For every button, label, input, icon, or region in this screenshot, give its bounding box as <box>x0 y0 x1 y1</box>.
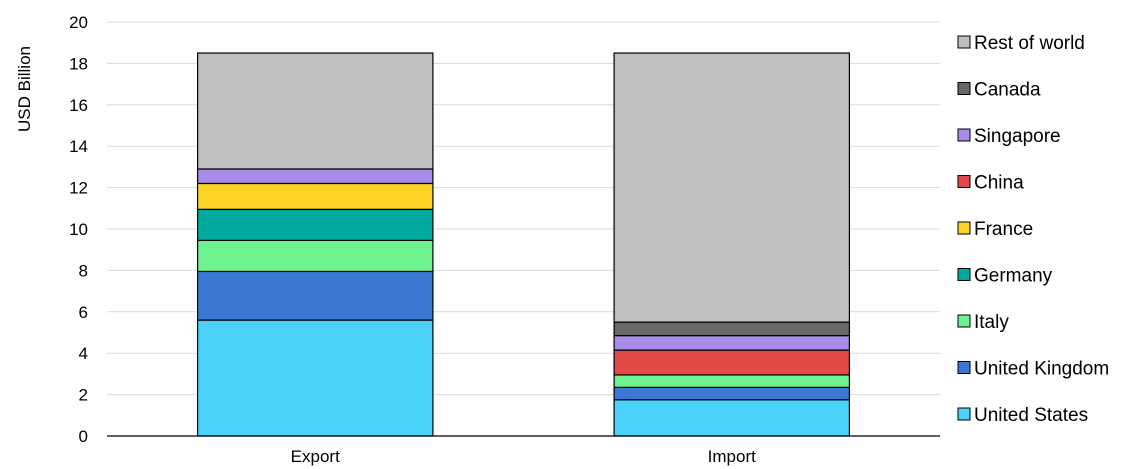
legend-swatch <box>957 407 971 421</box>
legend-label: United States <box>974 405 1088 426</box>
y-tick-label: 12 <box>69 179 88 198</box>
y-tick-label: 0 <box>79 427 88 446</box>
bars <box>196 52 851 437</box>
legend-label: United Kingdom <box>974 359 1109 380</box>
bar-import-united-states <box>613 399 851 437</box>
legend-label: Germany <box>974 266 1053 287</box>
legend-swatch <box>957 175 971 188</box>
bar-export-united-kingdom <box>196 270 434 321</box>
legend-swatch <box>957 82 971 95</box>
bar-export-united-states <box>196 319 434 437</box>
legend-swatch <box>957 35 971 49</box>
bar-import-united-kingdom <box>613 386 851 401</box>
legend-swatch <box>957 314 971 328</box>
legend-swatch <box>957 221 971 235</box>
y-tick-label: 8 <box>79 261 88 280</box>
legend-label: Canada <box>974 80 1041 101</box>
bar-import-rest-of-world <box>613 52 851 323</box>
y-tick-label: 18 <box>69 54 88 73</box>
y-axis-title: USD Billion <box>15 46 34 132</box>
bar-import-china <box>613 349 851 376</box>
legend-label: China <box>974 173 1024 194</box>
bar-import-italy <box>613 374 851 388</box>
y-tick-label: 4 <box>79 344 88 363</box>
legend-label: Rest of world <box>974 33 1085 54</box>
y-tick-label: 20 <box>69 13 88 32</box>
x-tick-label: Export <box>291 447 340 466</box>
bar-export-singapore <box>196 168 434 185</box>
y-tick-label: 6 <box>79 303 88 322</box>
bar-export-france <box>196 182 434 210</box>
legend-swatch <box>957 361 971 374</box>
y-tick-labels: 0 2 4 6 8 10 12 14 16 18 20 <box>69 13 88 446</box>
y-tick-label: 14 <box>69 137 88 156</box>
y-tick-label: 2 <box>79 386 88 405</box>
legend-label: Singapore <box>974 126 1061 147</box>
legend-label: Italy <box>974 312 1009 333</box>
legend-swatch <box>957 128 971 142</box>
legend-swatch <box>957 268 971 281</box>
bar-import-singapore <box>613 335 851 351</box>
legend: Rest of world Canada Singapore China France G… <box>957 33 1109 426</box>
bar-export-rest-of-world <box>196 52 434 170</box>
bar-export-germany <box>196 208 434 241</box>
y-tick-label: 10 <box>69 220 88 239</box>
x-tick-labels: Export Import <box>291 447 756 466</box>
y-tick-label: 16 <box>69 96 88 115</box>
x-tick-label: Import <box>708 447 756 466</box>
bar-export-italy <box>196 239 434 273</box>
legend-label: France <box>974 219 1033 240</box>
bar-import-canada <box>613 321 851 337</box>
